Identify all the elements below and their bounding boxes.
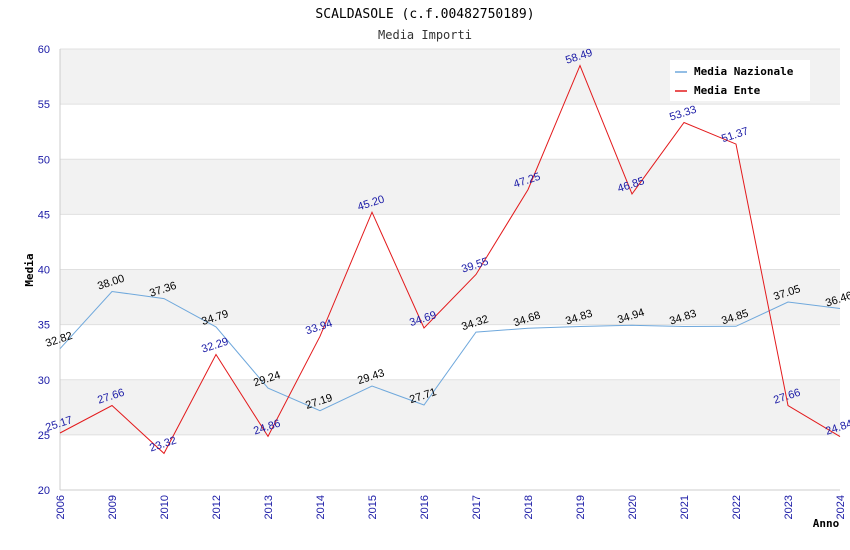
x-tick-label: 2021 <box>679 495 691 519</box>
series-lines <box>59 64 841 455</box>
x-tick-label: 2023 <box>783 495 795 519</box>
y-tick-label: 55 <box>38 99 50 111</box>
y-tick-label: 35 <box>38 320 50 332</box>
x-tick-label: 2020 <box>627 495 639 519</box>
y-axis-ticks: 20 25 30 35 40 45 50 55 60 <box>38 44 50 497</box>
chart-subtitle: Media Importi <box>378 28 472 42</box>
x-tick-label: 2015 <box>367 495 379 519</box>
x-tick-label: 2019 <box>575 495 587 519</box>
legend-label-media-ente: Media Ente <box>694 84 761 97</box>
grid-band <box>60 269 840 325</box>
x-tick-label: 2024 <box>835 495 847 519</box>
x-tick-label: 2014 <box>315 495 327 519</box>
x-axis-label: Anno <box>813 517 840 530</box>
y-tick-label: 60 <box>38 44 50 56</box>
y-tick-label: 45 <box>38 209 50 221</box>
x-axis-ticks: 2006 2009 2010 2012 2013 2014 2015 2016 2017 2018… <box>55 495 847 519</box>
y-tick-label: 25 <box>38 430 50 442</box>
grid-band <box>60 379 840 435</box>
data-label: 51.37 <box>720 125 750 145</box>
grid-band <box>60 159 840 215</box>
x-tick-label: 2022 <box>731 495 743 519</box>
data-label: 23.32 <box>148 435 178 455</box>
y-tick-label: 40 <box>38 265 50 277</box>
data-label: 32.29 <box>200 336 230 356</box>
legend: Media Nazionale Media Ente <box>670 60 810 101</box>
x-tick-label: 2009 <box>107 495 119 519</box>
x-tick-label: 2013 <box>263 495 275 519</box>
y-tick-label: 30 <box>38 375 50 387</box>
y-axis-label: Media <box>23 253 36 286</box>
x-tick-label: 2012 <box>211 495 223 519</box>
series-line-media-ente <box>59 64 841 455</box>
data-label: 32.82 <box>44 330 74 350</box>
y-tick-label: 20 <box>38 485 50 497</box>
x-tick-label: 2010 <box>159 495 171 519</box>
x-tick-label: 2018 <box>523 495 535 519</box>
x-tick-label: 2016 <box>419 495 431 519</box>
y-tick-label: 50 <box>38 154 50 166</box>
background-bands <box>60 49 840 435</box>
legend-box <box>670 60 810 101</box>
legend-label-media-nazionale: Media Nazionale <box>694 65 794 78</box>
chart-title: SCALDASOLE (c.f.00482750189) <box>315 7 534 22</box>
series-line-media-nazionale <box>59 290 841 412</box>
x-tick-label: 2017 <box>471 495 483 519</box>
data-label: 53.33 <box>668 104 698 124</box>
gridlines <box>60 48 840 491</box>
x-tick-label: 2006 <box>55 495 67 519</box>
